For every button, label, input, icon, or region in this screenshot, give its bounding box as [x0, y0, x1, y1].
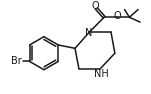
Text: O: O	[114, 11, 122, 21]
Text: Br: Br	[11, 56, 21, 66]
Text: NH: NH	[94, 69, 109, 79]
Text: N: N	[85, 28, 92, 38]
Text: O: O	[92, 1, 99, 11]
